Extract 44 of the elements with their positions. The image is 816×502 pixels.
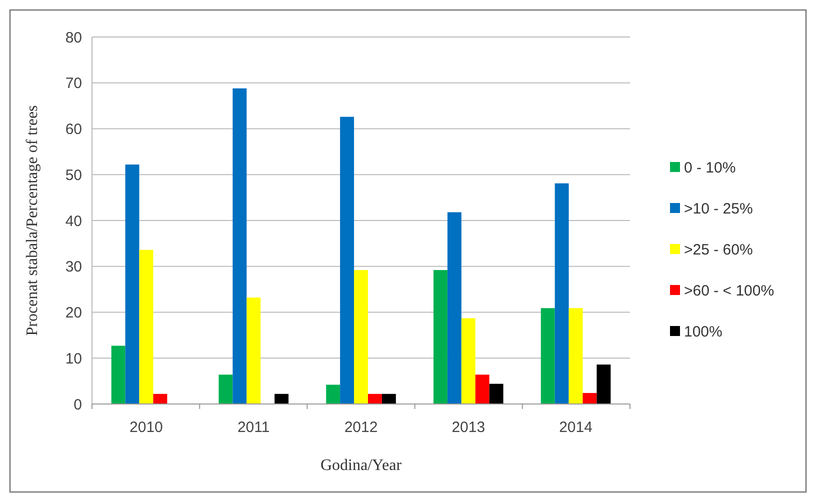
bar: [125, 164, 140, 404]
y-axis-title: Procenat stabala/Percentage of trees: [24, 105, 41, 336]
bar: [554, 183, 569, 404]
x-tick-label: 2014: [559, 419, 592, 436]
bar: [568, 308, 583, 404]
bar: [218, 374, 233, 404]
legend-label: 100%: [684, 323, 722, 340]
bar: [340, 116, 354, 404]
x-tick-label: 2012: [344, 419, 378, 436]
bar: [582, 392, 597, 404]
bar: [139, 250, 154, 404]
bar: [153, 394, 168, 404]
bar: [274, 394, 289, 404]
y-tick-label: 60: [65, 121, 82, 138]
legend-label: >25 - 60%: [684, 241, 753, 258]
bar: [447, 212, 462, 404]
legend-label: >60 - < 100%: [684, 282, 774, 300]
y-tick-label: 50: [65, 166, 82, 184]
bar: [354, 270, 368, 404]
x-tick-label: 2010: [130, 419, 163, 436]
x-tick-label: 2013: [452, 419, 486, 436]
legend-label: >10 - 25%: [684, 200, 753, 218]
y-tick-label: 40: [65, 212, 82, 230]
bar: [232, 88, 247, 404]
bar: [433, 270, 448, 404]
x-axis-title: Godina/Year: [320, 457, 402, 474]
x-tick-label: 2011: [237, 419, 270, 436]
bar: [475, 374, 490, 404]
bar: [111, 346, 126, 404]
bar: [489, 384, 504, 404]
bar: [246, 298, 261, 404]
bar: [596, 364, 611, 404]
y-tick-label: 30: [65, 258, 82, 276]
bar: [540, 308, 555, 404]
bar: [382, 394, 396, 404]
y-tick-label: 10: [65, 350, 82, 368]
y-tick-label: 0: [74, 396, 82, 414]
y-tick-label: 20: [65, 304, 82, 322]
bar: [368, 394, 382, 404]
bar: [461, 318, 476, 404]
y-tick-label: 70: [65, 75, 82, 92]
legend-label: 0 - 10%: [684, 159, 736, 176]
bar: [326, 384, 340, 404]
y-tick-label: 80: [65, 29, 82, 46]
